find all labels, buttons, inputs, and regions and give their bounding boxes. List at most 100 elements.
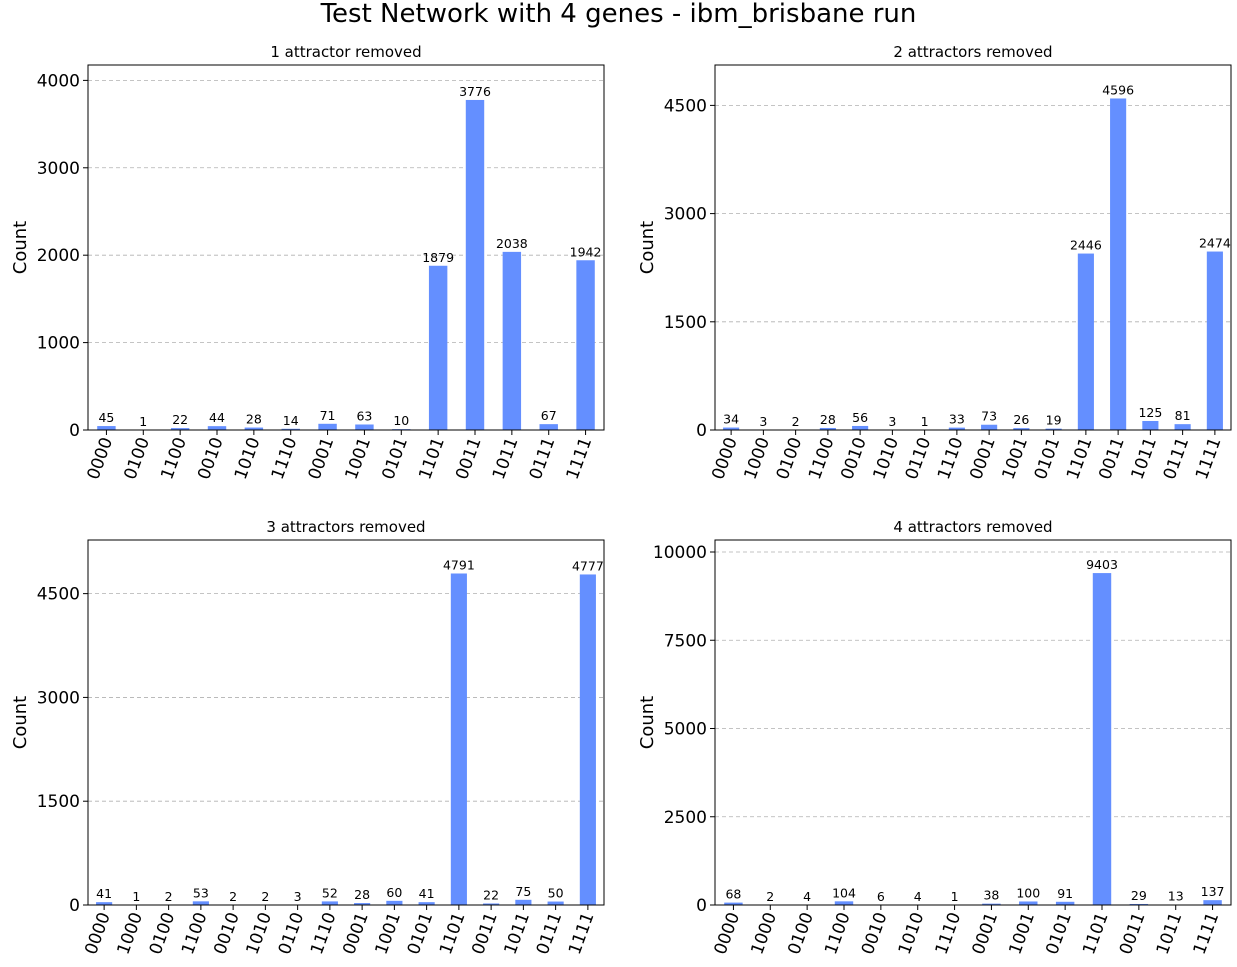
x-tick-label: 1100 bbox=[178, 910, 212, 957]
bar-value-label: 1 bbox=[132, 889, 140, 904]
bar-value-label: 50 bbox=[548, 886, 564, 901]
bar bbox=[1129, 903, 1149, 905]
y-tick-label: 4500 bbox=[664, 96, 707, 116]
x-tick-label: 0011 bbox=[1095, 435, 1129, 482]
x-tick-label: 1010 bbox=[242, 910, 276, 957]
y-tick-label: 10000 bbox=[653, 543, 707, 563]
y-axis-label: Count bbox=[10, 221, 31, 274]
x-tick-label: 1010 bbox=[869, 435, 903, 482]
x-tick-label: 0100 bbox=[773, 435, 807, 482]
bar-value-label: 2474 bbox=[1199, 236, 1231, 251]
x-tick-label: 0011 bbox=[1116, 910, 1150, 957]
bar-value-label: 33 bbox=[949, 412, 965, 427]
x-tick-label: 0101 bbox=[1042, 910, 1076, 957]
bar-value-label: 22 bbox=[172, 412, 188, 427]
bar-value-label: 2 bbox=[792, 414, 800, 429]
bar-value-label: 3 bbox=[888, 414, 896, 429]
bar-value-label: 4777 bbox=[572, 558, 604, 573]
bar bbox=[321, 901, 338, 905]
bar bbox=[1174, 424, 1191, 430]
y-tick-label: 0 bbox=[69, 421, 80, 441]
bar bbox=[1206, 251, 1223, 430]
x-tick-label: 0100 bbox=[784, 910, 818, 957]
bar-value-label: 41 bbox=[96, 886, 112, 901]
y-tick-label: 4000 bbox=[37, 71, 80, 91]
plot-frame bbox=[714, 64, 1232, 431]
x-tick-label: 1011 bbox=[489, 435, 523, 482]
y-axis-label: Count bbox=[637, 696, 658, 749]
x-tick-label: 0000 bbox=[81, 910, 115, 957]
x-tick-label: 0101 bbox=[378, 435, 412, 482]
x-tick-label: 0111 bbox=[526, 435, 560, 482]
bar-value-label: 125 bbox=[1138, 405, 1162, 420]
x-tick-label: 1110 bbox=[932, 910, 966, 957]
bar bbox=[834, 901, 854, 905]
x-tick-label: 1111 bbox=[1190, 910, 1224, 957]
bar-value-label: 44 bbox=[209, 410, 225, 425]
bar bbox=[981, 424, 998, 430]
bar-value-label: 67 bbox=[541, 408, 557, 423]
bar bbox=[724, 902, 743, 905]
bar-value-label: 2446 bbox=[1070, 238, 1102, 253]
bar-value-label: 100 bbox=[1016, 885, 1040, 900]
bar bbox=[1092, 573, 1112, 905]
y-axis-label: Count bbox=[637, 221, 658, 274]
x-tick-label: 0001 bbox=[305, 435, 339, 482]
x-tick-label: 0111 bbox=[1160, 435, 1194, 482]
y-tick-label: 4500 bbox=[37, 585, 80, 605]
y-tick-label: 1000 bbox=[37, 334, 80, 354]
x-tick-label: 1110 bbox=[934, 435, 968, 482]
bar bbox=[1013, 428, 1030, 430]
bar bbox=[281, 428, 300, 430]
bar bbox=[97, 426, 116, 430]
bar bbox=[515, 899, 532, 905]
bar-value-label: 1 bbox=[921, 414, 929, 429]
bar-value-label: 3 bbox=[294, 889, 302, 904]
bar bbox=[819, 427, 836, 430]
bar bbox=[170, 428, 190, 430]
y-tick-label: 3000 bbox=[37, 159, 80, 179]
y-tick-label: 3000 bbox=[37, 688, 80, 708]
bar-value-label: 56 bbox=[852, 410, 868, 425]
bar bbox=[502, 251, 522, 430]
x-tick-label: 0101 bbox=[1031, 435, 1065, 482]
bar-value-label: 28 bbox=[820, 412, 836, 427]
y-axis-label: Count bbox=[10, 696, 31, 749]
figure-title: Test Network with 4 genes - ibm_brisbane… bbox=[320, 0, 917, 29]
bar bbox=[207, 426, 227, 430]
bar-value-label: 29 bbox=[1131, 888, 1147, 903]
bar bbox=[948, 427, 965, 430]
x-tick-label: 0011 bbox=[468, 910, 502, 957]
x-tick-label: 1000 bbox=[747, 910, 781, 957]
bar-value-label: 2 bbox=[229, 889, 237, 904]
bar-value-label: 52 bbox=[322, 885, 338, 900]
x-tick-label: 1110 bbox=[307, 910, 341, 957]
bar-value-label: 28 bbox=[354, 887, 370, 902]
bar-value-label: 71 bbox=[320, 408, 336, 423]
bar-value-label: 1 bbox=[951, 889, 959, 904]
x-tick-label: 1011 bbox=[1127, 435, 1161, 482]
x-tick-label: 1011 bbox=[500, 910, 534, 957]
bar bbox=[1077, 253, 1094, 430]
x-tick-label: 1100 bbox=[805, 435, 839, 482]
y-tick-label: 7500 bbox=[664, 631, 707, 651]
x-tick-label: 0010 bbox=[194, 435, 228, 482]
x-tick-label: 1101 bbox=[415, 435, 449, 482]
y-tick-label: 1500 bbox=[664, 313, 707, 333]
x-tick-label: 0101 bbox=[404, 910, 438, 957]
bar bbox=[576, 260, 595, 430]
y-tick-label: 3000 bbox=[664, 205, 707, 225]
y-tick-label: 1500 bbox=[37, 792, 80, 812]
bar-value-label: 26 bbox=[1013, 412, 1029, 427]
x-tick-label: 1010 bbox=[895, 910, 929, 957]
bar-value-label: 53 bbox=[193, 885, 209, 900]
x-tick-label: 1111 bbox=[563, 435, 597, 482]
bar-value-label: 3 bbox=[759, 414, 767, 429]
bar-value-label: 22 bbox=[483, 887, 499, 902]
x-tick-label: 0010 bbox=[210, 910, 244, 957]
x-tick-label: 0001 bbox=[339, 910, 373, 957]
x-tick-label: 1010 bbox=[231, 435, 265, 482]
bar bbox=[1110, 98, 1127, 431]
subplot-title: 1 attractor removed bbox=[270, 43, 421, 61]
subplot-title: 4 attractors removed bbox=[893, 518, 1052, 536]
